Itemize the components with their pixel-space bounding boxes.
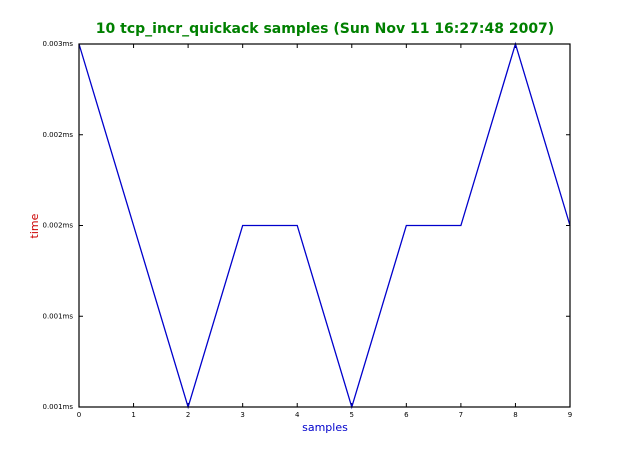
data-line bbox=[78, 41, 571, 410]
x-tick-label: 7 bbox=[459, 411, 463, 419]
x-axis-label: samples bbox=[302, 421, 348, 434]
x-tick-label: 8 bbox=[513, 411, 517, 419]
plot-frame bbox=[78, 43, 571, 408]
y-axis-label: time bbox=[28, 213, 41, 238]
x-tick-label: 5 bbox=[350, 411, 354, 419]
x-tick-label: 4 bbox=[295, 411, 300, 419]
y-tick-label: 0.002ms bbox=[42, 222, 73, 230]
x-tick-label: 9 bbox=[568, 411, 572, 419]
y-tick-label: 0.001ms bbox=[42, 403, 73, 411]
x-tick-label: 0 bbox=[77, 411, 81, 419]
y-tick-label: 0.002ms bbox=[42, 131, 73, 139]
y-tick-label: 0.003ms bbox=[42, 40, 73, 48]
x-tick-label: 6 bbox=[404, 411, 409, 419]
x-tick-label: 1 bbox=[131, 411, 135, 419]
x-tick-label: 2 bbox=[186, 411, 190, 419]
chart-title: 10 tcp_incr_quickack samples (Sun Nov 11… bbox=[96, 21, 554, 37]
x-tick-label: 3 bbox=[240, 411, 244, 419]
y-tick-label: 0.001ms bbox=[42, 312, 73, 320]
